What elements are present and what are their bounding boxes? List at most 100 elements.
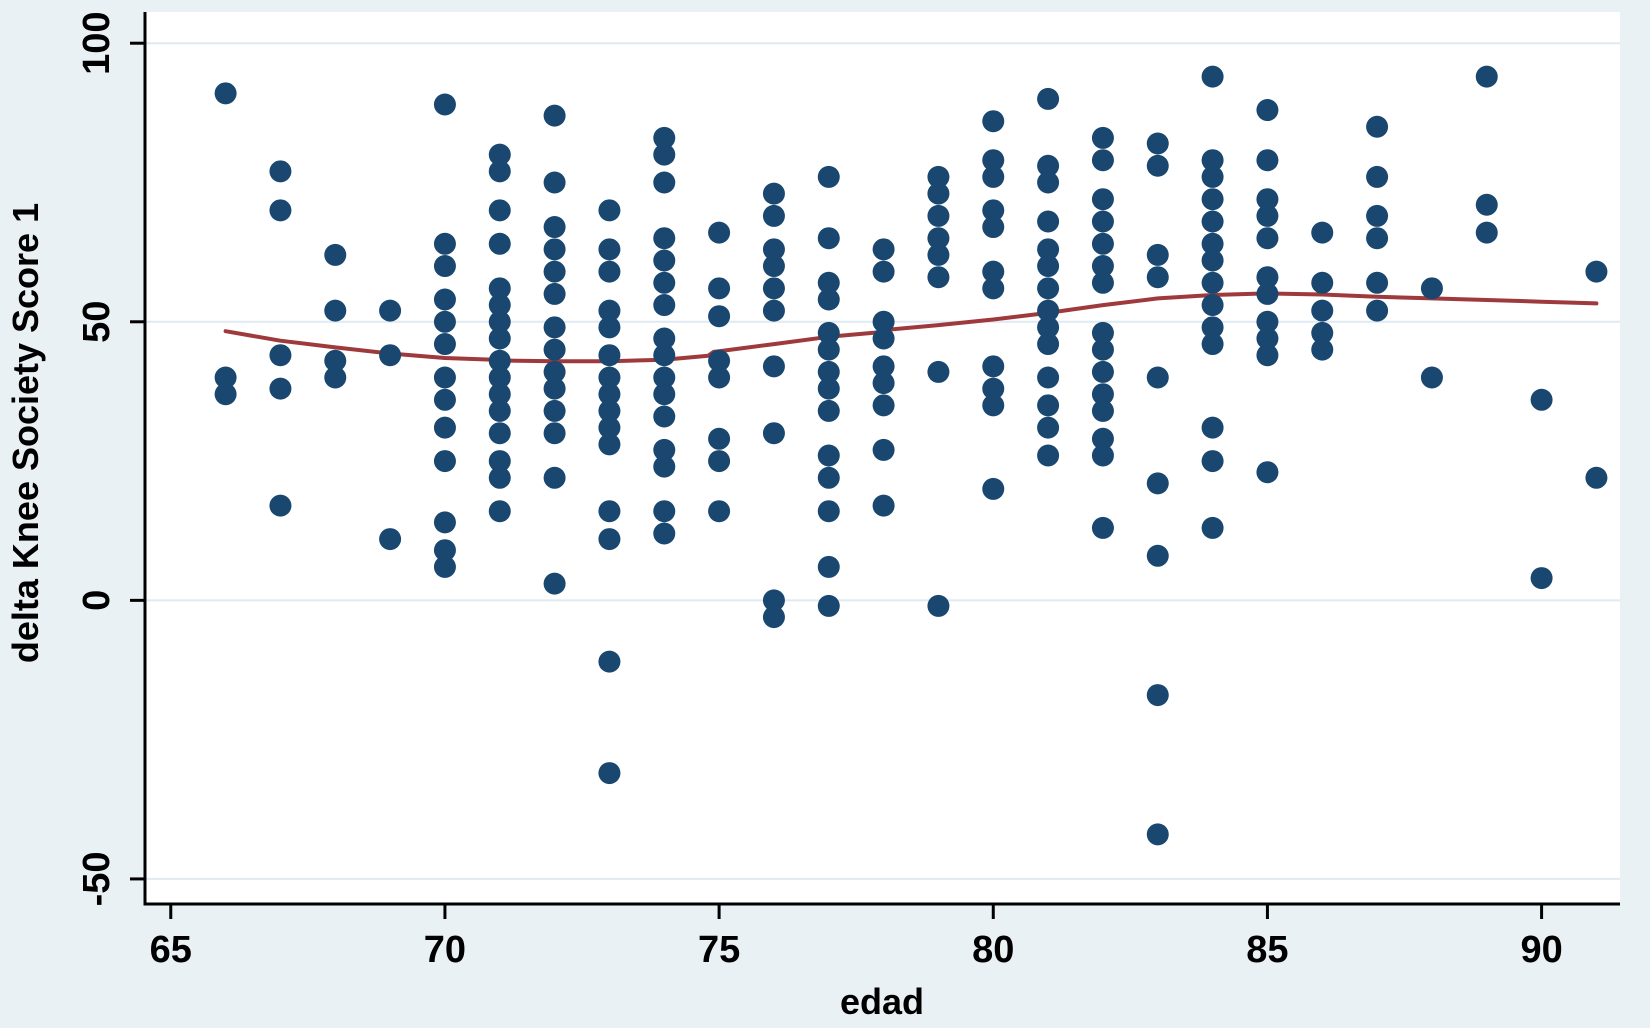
data-point: [872, 355, 895, 378]
data-point: [817, 444, 840, 467]
data-point: [872, 327, 895, 350]
data-point: [598, 416, 621, 439]
data-point: [543, 338, 566, 361]
data-point: [488, 327, 511, 350]
data-point: [543, 360, 566, 383]
data-point: [543, 260, 566, 283]
data-point: [817, 227, 840, 250]
data-point: [1091, 232, 1114, 255]
data-point: [872, 494, 895, 517]
data-point: [872, 372, 895, 395]
data-point: [598, 238, 621, 261]
data-point: [598, 260, 621, 283]
data-point: [433, 366, 456, 389]
data-point: [1146, 154, 1169, 177]
data-point: [653, 227, 676, 250]
data-point: [762, 355, 785, 378]
data-point: [762, 277, 785, 300]
data-point: [708, 221, 731, 244]
data-point: [433, 555, 456, 578]
y-axis-title: delta Knee Society Score 1: [5, 203, 46, 663]
data-point: [1256, 188, 1279, 211]
data-point: [762, 204, 785, 227]
data-point: [653, 294, 676, 317]
data-point: [762, 255, 785, 278]
data-point: [488, 160, 511, 183]
data-point: [433, 388, 456, 411]
data-point: [1146, 243, 1169, 266]
data-point: [1366, 299, 1389, 322]
data-point: [1146, 266, 1169, 289]
data-point: [1311, 271, 1334, 294]
data-point: [708, 450, 731, 473]
data-point: [1420, 277, 1443, 300]
data-point: [982, 377, 1005, 400]
data-point: [1201, 232, 1224, 255]
data-point: [1585, 260, 1608, 283]
x-axis-title: edad: [840, 981, 924, 1022]
data-point: [543, 572, 566, 595]
data-point: [872, 310, 895, 333]
data-point: [269, 377, 292, 400]
data-point: [488, 450, 511, 473]
data-point: [708, 349, 731, 372]
data-point: [1201, 294, 1224, 317]
data-point: [543, 104, 566, 127]
data-point: [982, 149, 1005, 172]
data-point: [817, 338, 840, 361]
data-point: [927, 204, 950, 227]
data-point: [214, 383, 237, 406]
data-point: [433, 333, 456, 356]
data-point: [762, 182, 785, 205]
data-point: [1091, 188, 1114, 211]
data-point: [1530, 567, 1553, 590]
data-point: [1146, 132, 1169, 155]
data-point: [1475, 221, 1498, 244]
data-point: [488, 294, 511, 317]
data-point: [488, 277, 511, 300]
data-point: [1366, 115, 1389, 138]
data-point: [1201, 188, 1224, 211]
x-axis-ticks: 65 70 75 80 85 90: [150, 904, 1563, 971]
data-point: [1311, 338, 1334, 361]
data-point: [598, 433, 621, 456]
data-point: [817, 594, 840, 617]
data-point: [1256, 149, 1279, 172]
data-point: [543, 238, 566, 261]
data-point: [653, 126, 676, 149]
data-point: [488, 466, 511, 489]
data-point: [488, 383, 511, 406]
data-point: [1146, 823, 1169, 846]
x-tick-label: 80: [972, 929, 1014, 971]
data-point: [1037, 277, 1060, 300]
data-point: [1201, 249, 1224, 272]
data-point: [1091, 383, 1114, 406]
data-point: [817, 377, 840, 400]
data-point: [1256, 204, 1279, 227]
data-point: [433, 232, 456, 255]
data-point: [598, 500, 621, 523]
data-point: [982, 199, 1005, 222]
data-point: [927, 182, 950, 205]
data-point: [653, 143, 676, 166]
x-tick-label: 65: [150, 929, 192, 971]
data-point: [927, 243, 950, 266]
data-point: [543, 377, 566, 400]
data-point: [598, 762, 621, 785]
data-point: [653, 249, 676, 272]
data-point: [488, 310, 511, 333]
data-point: [982, 477, 1005, 500]
data-point: [488, 232, 511, 255]
data-point: [1146, 684, 1169, 707]
data-point: [269, 344, 292, 367]
data-point: [598, 299, 621, 322]
data-point: [1146, 472, 1169, 495]
data-point: [653, 522, 676, 545]
data-point: [982, 165, 1005, 188]
data-point: [927, 594, 950, 617]
data-point: [762, 589, 785, 612]
data-point: [982, 277, 1005, 300]
data-point: [653, 455, 676, 478]
data-point: [1201, 271, 1224, 294]
data-point: [927, 165, 950, 188]
